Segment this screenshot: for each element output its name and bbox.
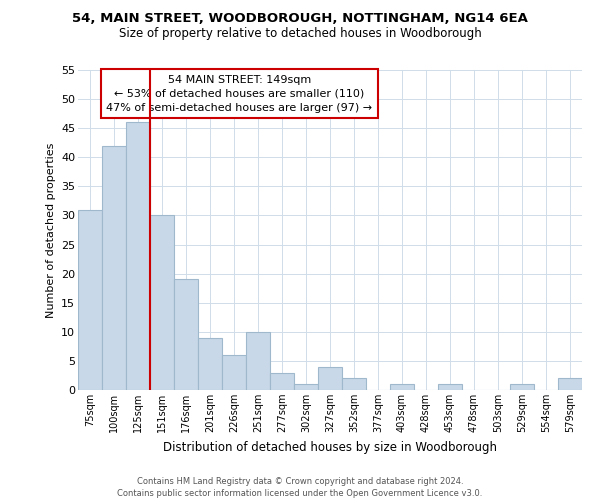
Bar <box>222 355 246 390</box>
Bar <box>150 216 174 390</box>
Text: 54 MAIN STREET: 149sqm
← 53% of detached houses are smaller (110)
47% of semi-de: 54 MAIN STREET: 149sqm ← 53% of detached… <box>106 75 373 113</box>
Bar <box>390 384 414 390</box>
Y-axis label: Number of detached properties: Number of detached properties <box>46 142 56 318</box>
Bar <box>438 384 462 390</box>
Bar <box>342 378 366 390</box>
Text: 54, MAIN STREET, WOODBOROUGH, NOTTINGHAM, NG14 6EA: 54, MAIN STREET, WOODBOROUGH, NOTTINGHAM… <box>72 12 528 26</box>
Bar <box>318 366 342 390</box>
Bar <box>270 372 294 390</box>
Bar <box>558 378 582 390</box>
Text: Size of property relative to detached houses in Woodborough: Size of property relative to detached ho… <box>119 28 481 40</box>
Bar <box>174 280 198 390</box>
Bar <box>294 384 318 390</box>
X-axis label: Distribution of detached houses by size in Woodborough: Distribution of detached houses by size … <box>163 440 497 454</box>
Bar <box>126 122 150 390</box>
Text: Contains HM Land Registry data © Crown copyright and database right 2024.
Contai: Contains HM Land Registry data © Crown c… <box>118 476 482 498</box>
Bar <box>510 384 534 390</box>
Bar <box>102 146 126 390</box>
Bar <box>78 210 102 390</box>
Bar <box>246 332 270 390</box>
Bar <box>198 338 222 390</box>
